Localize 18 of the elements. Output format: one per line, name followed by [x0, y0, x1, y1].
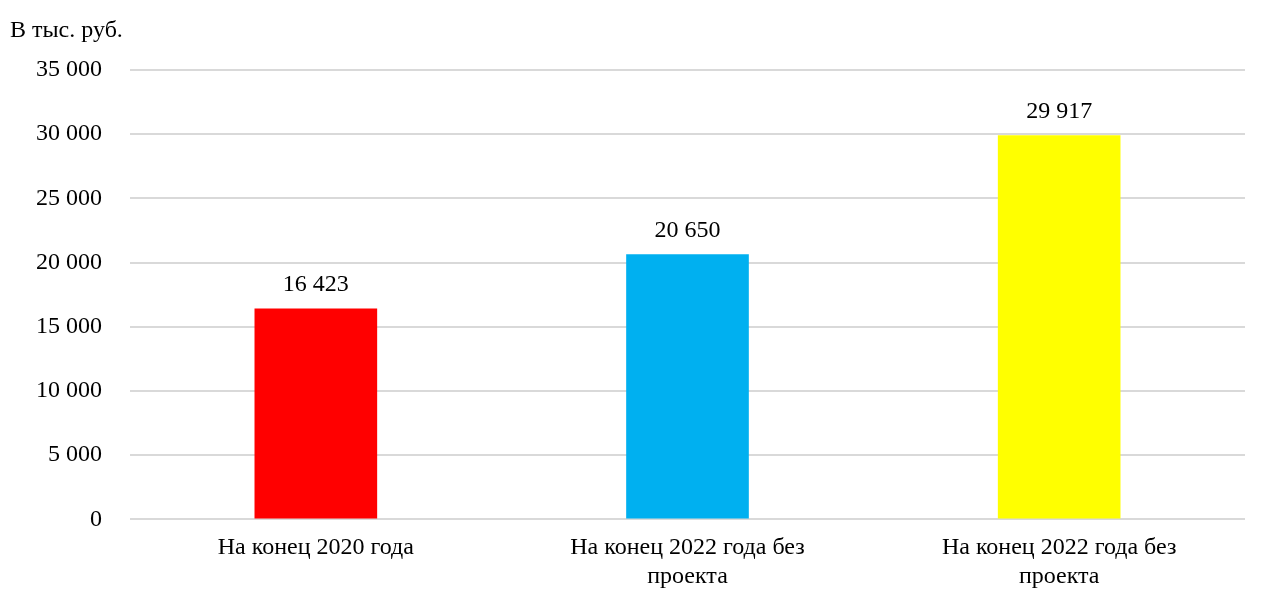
y-tick-label: 30 000	[36, 119, 102, 146]
y-tick-label: 0	[90, 504, 102, 531]
data-label: 16 423	[282, 269, 349, 296]
bar	[997, 135, 1121, 519]
data-label: 20 650	[654, 215, 721, 242]
x-tick-label: На конец 2022 года без проекта	[570, 533, 805, 588]
data-label: 29 917	[1026, 96, 1093, 123]
x-tick-label: На конец 2022 года без проекта	[941, 533, 1177, 588]
x-tick-label: На конец 2020 года	[217, 533, 415, 560]
y-tick-label: 5 000	[48, 440, 102, 467]
bar	[254, 308, 378, 519]
y-tick-label: 35 000	[36, 55, 102, 82]
y-tick-label: 25 000	[36, 183, 102, 210]
y-tick-label: 10 000	[36, 376, 102, 403]
y-tick-label: 20 000	[36, 247, 102, 274]
y-axis-title: В тыс. руб.	[10, 16, 123, 43]
y-tick-label: 15 000	[36, 312, 102, 339]
bar	[626, 254, 749, 519]
